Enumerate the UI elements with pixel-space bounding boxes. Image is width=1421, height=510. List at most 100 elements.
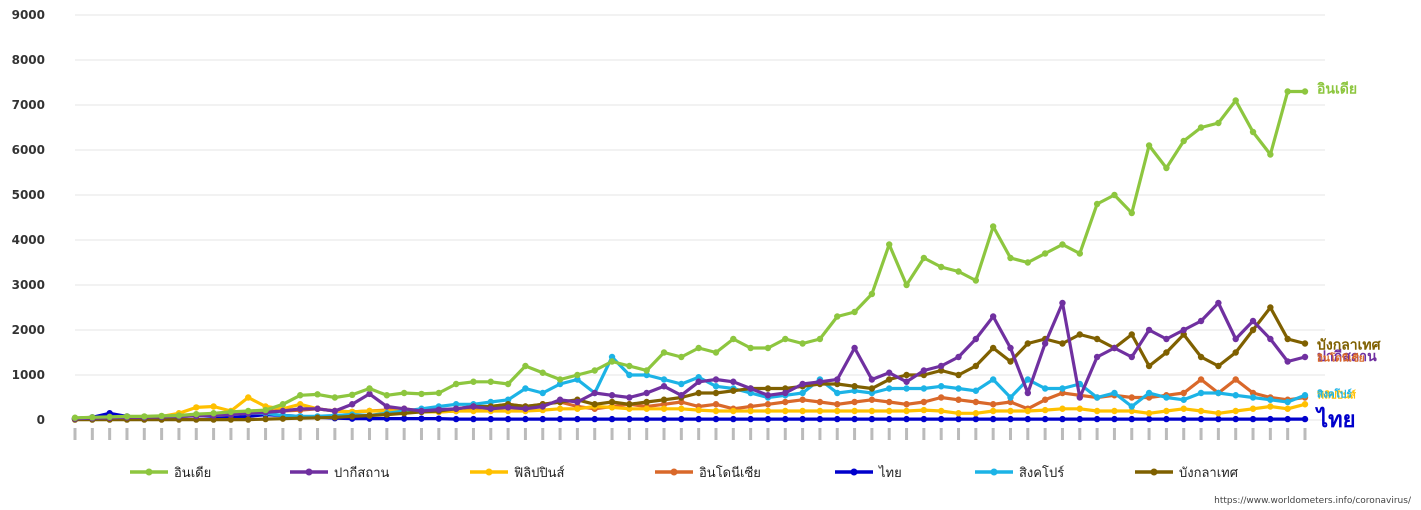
x-tick-mark: [437, 428, 441, 440]
x-tick-mark: [489, 428, 493, 440]
data-point: [695, 415, 702, 423]
x-tick-mark: [368, 428, 372, 440]
x-tick-mark: [853, 428, 857, 440]
data-point: [452, 401, 460, 408]
data-point: [314, 391, 321, 398]
data-point: [920, 385, 928, 392]
data-point: [574, 398, 581, 406]
x-tick-mark: [593, 428, 597, 440]
data-point: [452, 405, 460, 412]
data-point: [227, 408, 235, 416]
data-point: [1007, 394, 1014, 401]
data-point: [1145, 326, 1153, 334]
data-point: [851, 308, 858, 316]
x-tick-mark: [385, 428, 389, 440]
data-point: [1093, 353, 1101, 361]
data-point: [920, 415, 928, 423]
x-tick-mark: [229, 428, 233, 440]
data-point: [903, 415, 910, 423]
data-point: [452, 415, 460, 423]
data-point: [1249, 394, 1257, 401]
data-point: [972, 410, 980, 417]
series-end-label: อินโดนีเซีย: [1317, 352, 1365, 365]
data-point: [245, 394, 252, 401]
data-point: [348, 413, 356, 420]
data-point: [764, 392, 772, 399]
data-point: [955, 371, 962, 379]
data-point: [591, 415, 598, 423]
data-point: [1180, 415, 1187, 423]
x-tick-mark: [818, 428, 822, 440]
data-point: [695, 344, 702, 352]
data-point: [903, 378, 910, 385]
legend-item: อินเดีย: [130, 465, 211, 481]
data-point: [1076, 250, 1083, 257]
data-point: [834, 380, 841, 388]
data-point: [782, 389, 789, 397]
data-point: [175, 412, 183, 419]
data-point: [695, 389, 702, 397]
data-point: [591, 367, 598, 374]
data-point: [1232, 335, 1239, 343]
data-point: [556, 405, 564, 412]
x-tick-mark: [1026, 428, 1030, 440]
data-point: [972, 362, 980, 370]
data-point: [470, 407, 477, 415]
data-point: [1007, 344, 1014, 352]
data-point: [678, 405, 685, 412]
x-tick-mark: [108, 428, 112, 440]
data-point: [193, 404, 200, 411]
x-tick-mark: [333, 428, 337, 440]
data-point: [1041, 396, 1049, 403]
x-tick-mark: [697, 428, 701, 440]
data-point: [1267, 396, 1274, 403]
data-point: [1197, 317, 1205, 325]
series-end-label: ฟิลิปปินส์: [1317, 389, 1357, 401]
x-tick-mark: [194, 428, 198, 440]
data-point: [868, 290, 876, 298]
data-point: [712, 376, 720, 383]
data-point: [1284, 358, 1291, 365]
data-point: [678, 415, 685, 423]
legend: อินเดีย ปากีสถาน ฟิลิปปินส์ อินโดนีเซีย ไทย ส…: [130, 465, 1239, 481]
data-point: [747, 389, 754, 397]
data-point: [886, 376, 893, 383]
data-point: [712, 383, 720, 390]
data-point: [851, 383, 858, 390]
data-point: [1197, 376, 1205, 383]
data-point: [366, 385, 373, 392]
data-point: [1249, 389, 1257, 397]
data-point: [816, 378, 824, 385]
data-point: [279, 415, 287, 422]
data-point: [1093, 200, 1101, 208]
data-point: [366, 407, 373, 415]
data-point: [608, 404, 616, 411]
x-tick-mark: [922, 428, 926, 440]
x-tick-mark: [731, 428, 735, 440]
data-point: [314, 414, 321, 421]
data-point: [920, 254, 928, 262]
x-tick-mark: [1043, 428, 1047, 440]
series-end-label: ปากีสถาน: [1317, 349, 1377, 365]
data-point: [522, 362, 529, 370]
legend-marker: [670, 468, 678, 476]
data-point: [262, 406, 269, 414]
data-point: [418, 407, 425, 415]
data-point: [643, 398, 650, 406]
data-point: [643, 371, 650, 379]
data-point: [989, 313, 997, 320]
x-tick-mark: [645, 428, 649, 440]
data-point: [660, 383, 668, 390]
data-point: [886, 398, 893, 406]
data-point: [730, 335, 737, 343]
data-point: [799, 415, 806, 423]
data-point: [955, 396, 962, 403]
data-point: [937, 362, 945, 370]
data-point: [366, 412, 373, 419]
data-point: [1093, 394, 1101, 401]
data-point: [1145, 362, 1153, 370]
data-point: [643, 415, 650, 423]
data-point: [626, 415, 633, 423]
data-point: [1180, 405, 1187, 412]
